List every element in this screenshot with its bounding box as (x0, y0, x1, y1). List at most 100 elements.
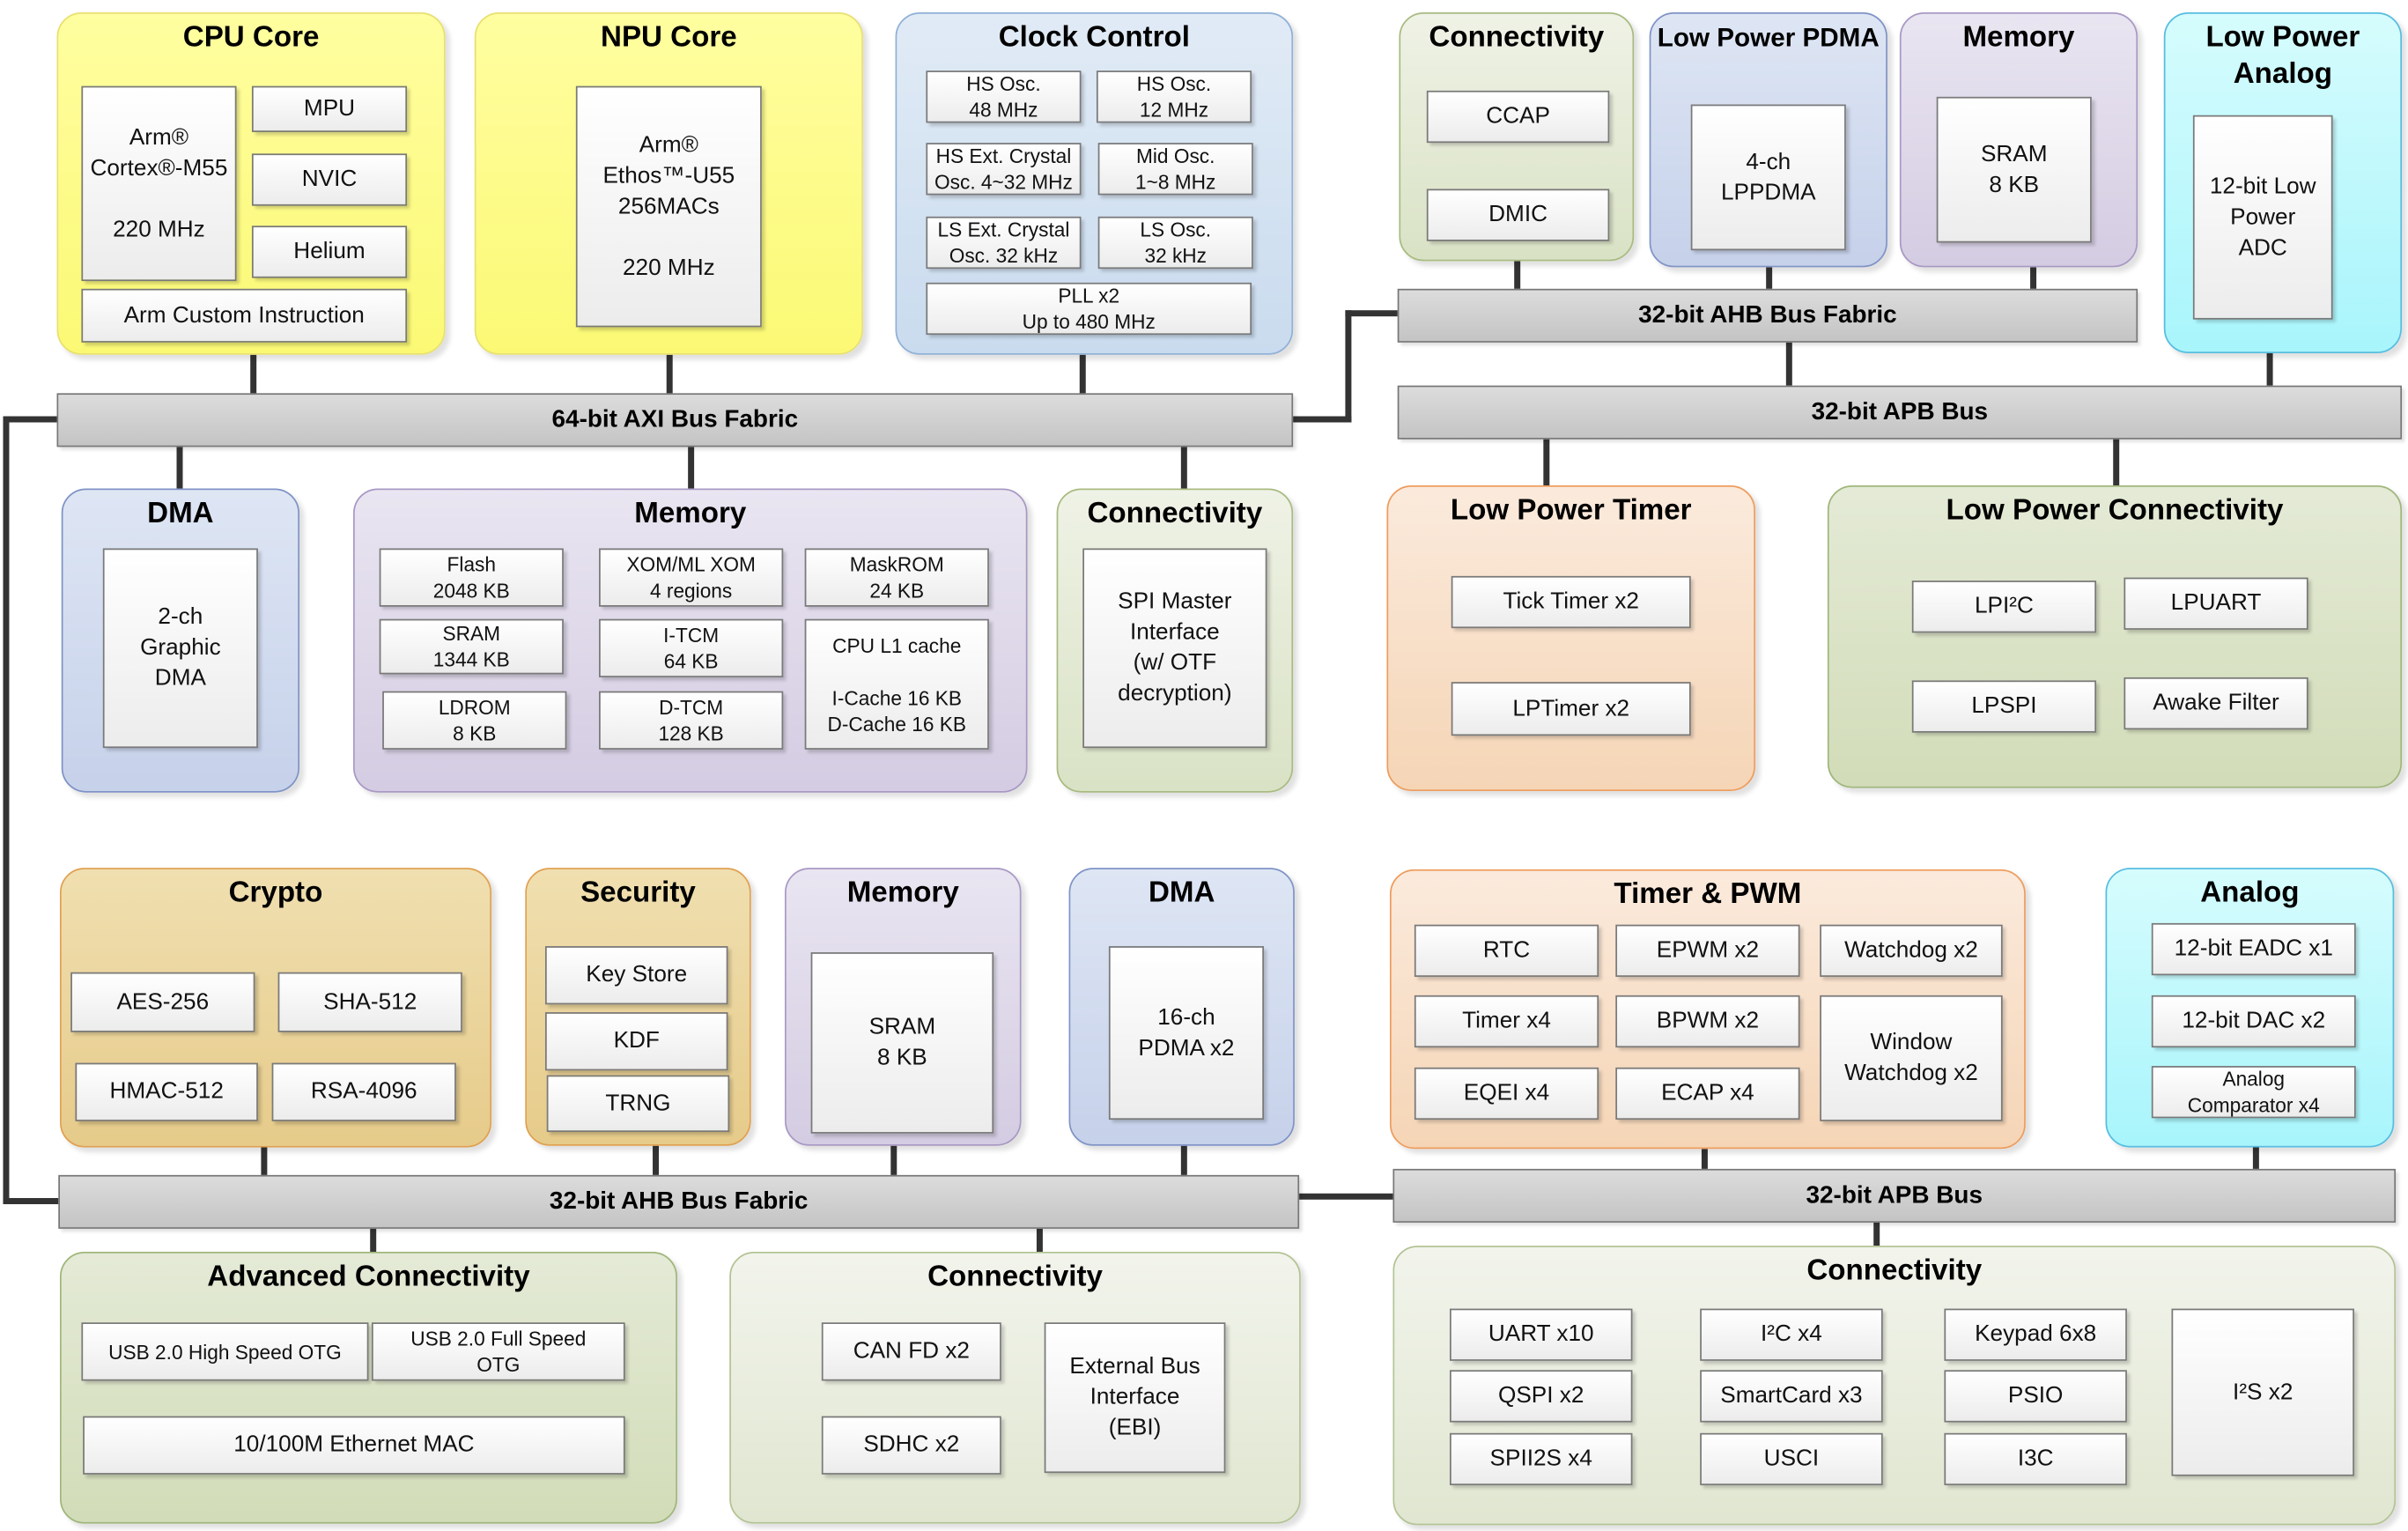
module-box: LS Ext. Crystal Osc. 32 kHz (926, 216, 1082, 270)
bus-connector-line (1299, 1193, 1393, 1200)
module-box: HS Ext. Crystal Osc. 4~32 MHz (926, 143, 1082, 196)
module-box: RTC (1414, 924, 1599, 977)
module-box: 12-bit EADC x1 (2151, 922, 2356, 976)
module-box: LDROM 8 KB (382, 691, 567, 750)
module-box: BPWM x2 (1615, 995, 1800, 1048)
group-title: NPU Core (601, 21, 737, 55)
group-title: Memory (1962, 21, 2075, 55)
module-box: HMAC-512 (75, 1062, 258, 1121)
module-box: RSA-4096 (271, 1062, 456, 1121)
bus-connector-line (250, 354, 257, 394)
module-box: USB 2.0 Full Speed OTG (371, 1322, 625, 1381)
group-title: Connectivity (927, 1261, 1103, 1294)
module-box: Arm® Cortex®-M55 220 MHz (81, 85, 237, 282)
module-box: SPI Master Interface (w/ OTF decryption) (1082, 548, 1267, 749)
group-title: Clock Control (998, 21, 1190, 55)
module-box: EQEI x4 (1414, 1067, 1599, 1121)
module-box: SHA-512 (277, 972, 462, 1032)
bus-fabric: 32-bit APB Bus (1392, 1168, 2397, 1223)
module-box: SPII2S x4 (1449, 1432, 1633, 1486)
bus-connector-line (688, 447, 695, 489)
module-box: LPI²C (1911, 581, 2097, 633)
bus-connector-line (653, 1145, 660, 1175)
module-box: Analog Comparator x4 (2151, 1066, 2356, 1119)
bus-connector-line (1514, 261, 1521, 289)
module-box: 2-ch Graphic DMA (102, 548, 258, 749)
module-box: TRNG (546, 1075, 730, 1133)
bus-connector-line (370, 1228, 377, 1253)
module-box: SRAM 8 KB (810, 952, 994, 1134)
bus-connector-line (1345, 310, 1352, 423)
module-box: SmartCard x3 (1700, 1370, 1883, 1423)
module-box: Window Watchdog x2 (1820, 995, 2003, 1121)
module-box: QSPI x2 (1449, 1370, 1633, 1423)
group-title: Low Power Connectivity (1946, 494, 2284, 528)
module-box: DMIC (1426, 189, 1610, 241)
group-title: Memory (846, 876, 959, 910)
block-group: Low Power Connectivity (1827, 484, 2403, 788)
bus-connector-line (2266, 353, 2273, 386)
module-box: External Bus Interface (EBI) (1044, 1322, 1226, 1474)
group-title: Low Power Analog (2205, 21, 2360, 91)
module-box: 12-bit DAC x2 (2151, 995, 2356, 1048)
group-title: Advanced Connectivity (207, 1261, 530, 1294)
module-box: HS Osc. 48 MHz (926, 70, 1082, 123)
module-box: I-TCM 64 KB (599, 618, 784, 677)
bus-connector-line (5, 416, 57, 423)
module-box: ECAP x4 (1615, 1067, 1800, 1121)
bus-connector-line (1345, 310, 1398, 317)
module-box: LPTimer x2 (1451, 682, 1691, 736)
bus-connector-line (1036, 1228, 1043, 1253)
group-title: CPU Core (182, 21, 320, 55)
group-title: Security (580, 876, 696, 910)
module-box: UART x10 (1449, 1308, 1633, 1361)
module-box: CAN FD x2 (821, 1322, 1001, 1381)
module-box: XOM/ML XOM 4 regions (599, 548, 784, 607)
bus-connector-line (2030, 267, 2037, 289)
module-box: I²C x4 (1700, 1308, 1883, 1361)
block-group: Connectivity (729, 1252, 1301, 1524)
bus-connector-line (1873, 1222, 1880, 1246)
block-group: Advanced Connectivity (60, 1252, 677, 1524)
group-title: Connectivity (1806, 1254, 1983, 1288)
bus-connector-line (1293, 416, 1352, 423)
module-box: EPWM x2 (1615, 924, 1800, 977)
module-box: SDHC x2 (821, 1416, 1001, 1475)
block-group: Low Power Timer (1386, 484, 1755, 791)
module-box: CCAP (1426, 90, 1610, 144)
module-box: 12-bit Low Power ADC (2192, 115, 2333, 320)
module-box: AES-256 (70, 972, 255, 1032)
module-box: NVIC (251, 153, 408, 206)
module-box: SRAM 8 KB (1936, 96, 2092, 243)
bus-connector-line (2113, 439, 2120, 485)
bus-connector-line (1180, 447, 1187, 489)
bus-fabric: 64-bit AXI Bus Fabric (56, 393, 1294, 447)
group-title: Connectivity (1087, 497, 1263, 530)
bus-connector-line (1766, 267, 1773, 289)
module-box: PSIO (1944, 1370, 2127, 1423)
module-box: Helium (251, 226, 408, 278)
module-box: 4-ch LPPDMA (1690, 104, 1846, 251)
group-title: DMA (147, 497, 214, 530)
module-box: Timer x4 (1414, 995, 1599, 1048)
bus-connector-line (666, 354, 673, 394)
module-box: 16-ch PDMA x2 (1108, 946, 1264, 1121)
bus-connector-line (176, 447, 183, 489)
module-box: Flash 2048 KB (379, 548, 564, 607)
module-box: MaskROM 24 KB (804, 548, 989, 607)
bus-fabric: 32-bit AHB Bus Fabric (58, 1174, 1300, 1229)
module-box: LPSPI (1911, 680, 2097, 733)
module-box: Arm Custom Instruction (81, 288, 408, 343)
bus-connector-line (261, 1147, 268, 1175)
module-box: I3C (1944, 1432, 2127, 1486)
bus-connector-line (2252, 1147, 2259, 1169)
group-title: Timer & PWM (1614, 878, 1802, 911)
bus-connector-line (3, 416, 10, 1204)
module-box: HS Osc. 12 MHz (1096, 70, 1252, 123)
bus-connector-line (1701, 1149, 1708, 1169)
module-box: SRAM 1344 KB (379, 618, 564, 675)
module-box: LS Osc. 32 kHz (1097, 216, 1253, 270)
bus-connector-line (890, 1145, 897, 1175)
module-box: Keypad 6x8 (1944, 1308, 2127, 1361)
